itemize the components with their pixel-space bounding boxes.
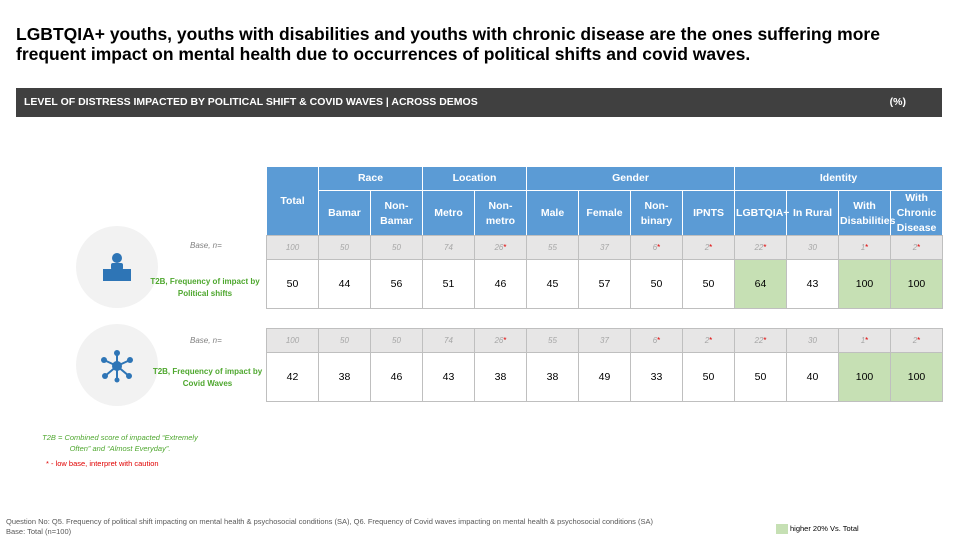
low-base-note: * - low base, interpret with caution	[46, 459, 159, 468]
base-label: Base, n=	[190, 241, 222, 250]
base-cell: 2*	[682, 328, 735, 353]
value-cell: 43	[786, 259, 839, 309]
value-cell: 44	[318, 259, 371, 309]
base-cell: 100	[266, 235, 319, 260]
value-cell: 50	[682, 259, 735, 309]
base-cell: 50	[370, 328, 423, 353]
source-note: Question No: Q5. Frequency of political …	[6, 517, 653, 537]
section-banner: LEVEL OF DISTRESS IMPACTED BY POLITICAL …	[16, 88, 942, 117]
col-male: Male	[526, 190, 580, 237]
base-cell: 26*	[474, 328, 527, 353]
col-with-disabilities: With Disabilities	[838, 190, 895, 237]
base-cell: 55	[526, 235, 579, 260]
icon-circle	[76, 324, 158, 406]
base-cell: 2*	[890, 328, 943, 353]
person-at-podium-icon	[103, 253, 131, 281]
metric-label: T2B, Frequency of impact by Political sh…	[150, 277, 260, 298]
col-with-chronic-disease: With Chronic Disease	[890, 190, 944, 237]
base-cell: 37	[578, 235, 631, 260]
legend: higher 20% Vs. Total	[776, 524, 859, 535]
value-cell: 50	[682, 352, 735, 402]
base-cell: 2*	[890, 235, 943, 260]
col-metro: Metro	[422, 190, 476, 237]
value-cell: 50	[734, 352, 787, 402]
base-cell: 22*	[734, 328, 787, 353]
t2b-definition: T2B = Combined score of impacted “Extrem…	[42, 433, 198, 453]
value-cell: 46	[474, 259, 527, 309]
base-cell: 22*	[734, 235, 787, 260]
value-cell: 38	[318, 352, 371, 402]
col-non-bamar: Non-Bamar	[369, 190, 424, 237]
value-cell-highlighted: 100	[890, 259, 943, 309]
value-cell: 50	[630, 259, 683, 309]
value-cell: 56	[370, 259, 423, 309]
base-cell: 1*	[838, 328, 891, 353]
col-lgbtqia: LGBTQIA+	[734, 190, 789, 237]
base-cell: 30	[786, 235, 839, 260]
value-row: 42 38 46 43 38 38 49 33 50 50 40 100 100	[266, 352, 943, 402]
base-cell: 74	[422, 235, 475, 260]
value-cell-highlighted: 64	[734, 259, 787, 309]
base-cell: 100	[266, 328, 319, 353]
virus-network-icon	[101, 350, 133, 383]
legend-swatch	[776, 524, 788, 535]
page-title: LGBTQIA+ youths, youths with disabilitie…	[16, 24, 880, 64]
data-table-political: 100 50 50 74 26* 55 37 6* 2* 22* 30 1* 2…	[266, 235, 943, 309]
base-row: 100 50 50 74 26* 55 37 6* 2* 22* 30 1* 2…	[266, 235, 943, 260]
col-in-rural: In Rural	[786, 190, 840, 237]
group-identity: Identity	[734, 166, 944, 191]
value-cell: 38	[474, 352, 527, 402]
value-row: 50 44 56 51 46 45 57 50 50 64 43 100 100	[266, 259, 943, 309]
header-table: Total Race Location Gender Identity Bama…	[266, 166, 944, 237]
value-cell: 45	[526, 259, 579, 309]
value-cell-highlighted: 100	[890, 352, 943, 402]
value-cell: 43	[422, 352, 475, 402]
base-cell: 6*	[630, 235, 683, 260]
value-cell: 40	[786, 352, 839, 402]
value-cell: 33	[630, 352, 683, 402]
group-location: Location	[422, 166, 528, 191]
base-label: Base, n=	[190, 336, 222, 345]
base-cell: 1*	[838, 235, 891, 260]
base-row: 100 50 50 74 26* 55 37 6* 2* 22* 30 1* 2…	[266, 328, 943, 353]
col-bamar: Bamar	[318, 190, 371, 237]
col-non-binary: Non-binary	[630, 190, 684, 237]
value-cell: 57	[578, 259, 631, 309]
icon-circle	[76, 226, 158, 308]
group-race: Race	[317, 166, 424, 191]
banner-label: LEVEL OF DISTRESS IMPACTED BY POLITICAL …	[24, 96, 478, 108]
base-cell: 50	[370, 235, 423, 260]
base-cell: 74	[422, 328, 475, 353]
base-note: Base: Total (n=100)	[6, 527, 72, 536]
value-cell: 50	[266, 259, 319, 309]
base-cell: 30	[786, 328, 839, 353]
value-cell: 42	[266, 352, 319, 402]
value-cell-highlighted: 100	[838, 352, 891, 402]
base-cell: 26*	[474, 235, 527, 260]
base-cell: 50	[318, 235, 371, 260]
question-note: Question No: Q5. Frequency of political …	[6, 517, 653, 526]
base-cell: 6*	[630, 328, 683, 353]
col-non-metro: Non-metro	[474, 190, 528, 237]
data-table-covid: 100 50 50 74 26* 55 37 6* 2* 22* 30 1* 2…	[266, 328, 943, 402]
value-cell: 46	[370, 352, 423, 402]
col-ipnts: IPNTS	[682, 190, 736, 237]
base-cell: 55	[526, 328, 579, 353]
value-cell: 49	[578, 352, 631, 402]
legend-label: higher 20% Vs. Total	[790, 524, 859, 533]
group-gender: Gender	[526, 166, 736, 191]
col-female: Female	[578, 190, 632, 237]
metric-label: T2B, Frequency of impact by Covid Waves	[152, 367, 263, 388]
base-cell: 37	[578, 328, 631, 353]
header-total: Total	[266, 166, 319, 237]
value-cell: 38	[526, 352, 579, 402]
value-cell: 51	[422, 259, 475, 309]
value-cell-highlighted: 100	[838, 259, 891, 309]
banner-unit: (%)	[889, 96, 906, 108]
base-cell: 2*	[682, 235, 735, 260]
base-cell: 50	[318, 328, 371, 353]
